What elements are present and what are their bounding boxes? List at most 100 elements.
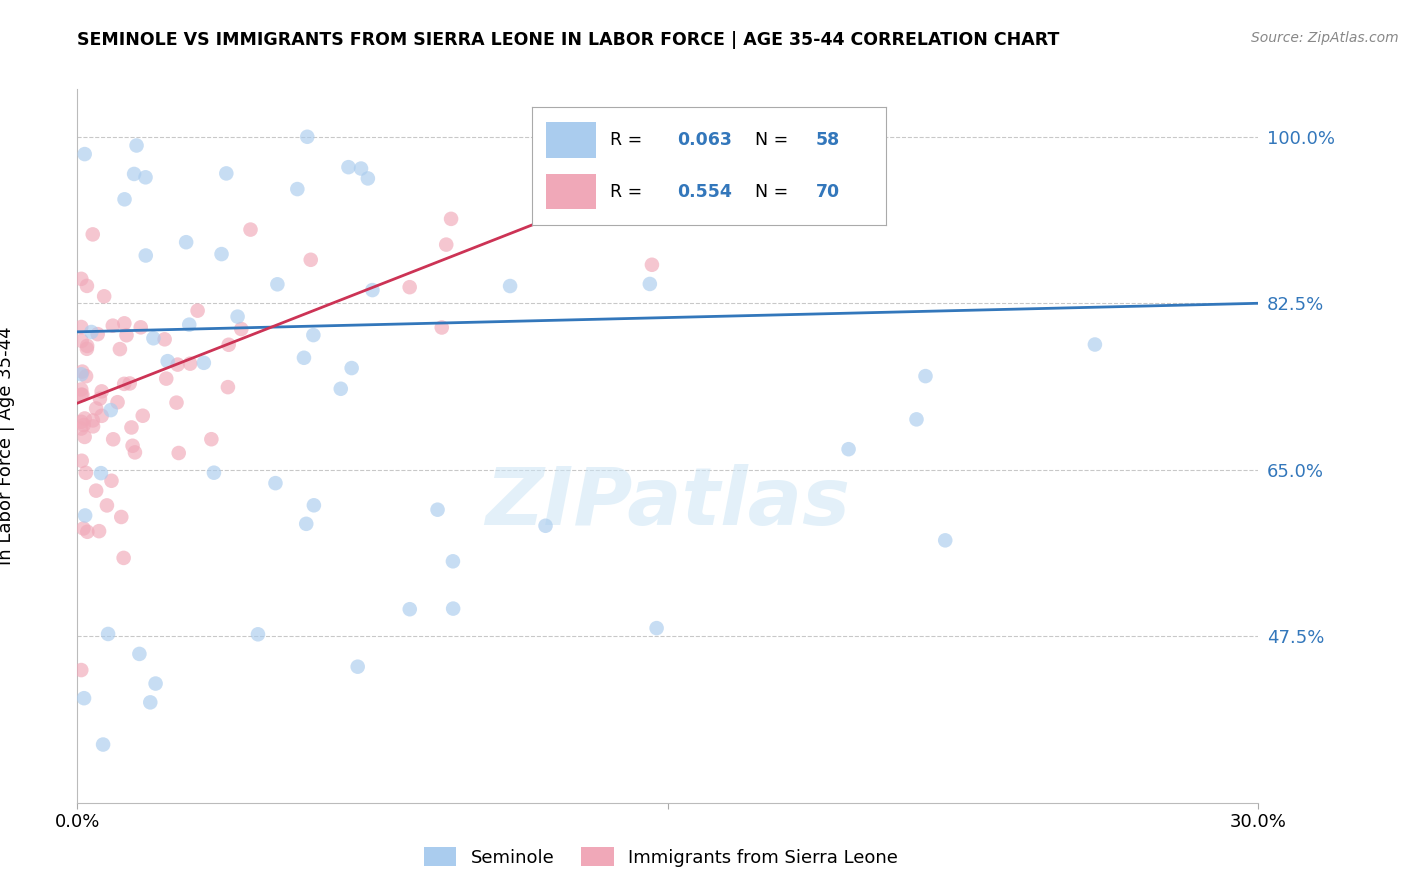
Point	[200, 432, 222, 446]
Point	[187, 303, 209, 318]
Point	[637, 169, 659, 184]
Point	[112, 550, 135, 565]
Point	[398, 602, 420, 616]
Legend: Seminole, Immigrants from Sierra Leone: Seminole, Immigrants from Sierra Leone	[416, 840, 905, 874]
Point	[114, 192, 136, 206]
Point	[76, 524, 98, 539]
Point	[70, 387, 93, 401]
Point	[125, 138, 148, 153]
Point	[91, 738, 114, 752]
Y-axis label: In Labor Force | Age 35-44: In Labor Force | Age 35-44	[0, 326, 15, 566]
Point	[179, 318, 201, 332]
Point	[193, 356, 215, 370]
Point	[89, 392, 111, 406]
Point	[84, 483, 107, 498]
Point	[226, 310, 249, 324]
Point	[122, 167, 145, 181]
Point	[299, 252, 322, 267]
Point	[641, 258, 664, 272]
Point	[499, 279, 522, 293]
Point	[638, 277, 661, 291]
Point	[645, 621, 668, 635]
Point	[441, 601, 464, 615]
Point	[155, 371, 177, 385]
Point	[76, 339, 98, 353]
Point	[112, 316, 135, 330]
Point	[218, 338, 240, 352]
Point	[72, 521, 94, 535]
Point	[82, 227, 104, 242]
Point	[340, 361, 363, 376]
Point	[100, 474, 122, 488]
Point	[70, 663, 93, 677]
Point	[118, 376, 141, 391]
Point	[115, 328, 138, 343]
Point	[285, 182, 308, 196]
Point	[737, 129, 759, 144]
Point	[202, 466, 225, 480]
Point	[440, 211, 463, 226]
Point	[139, 695, 162, 709]
Text: ZIPatlas: ZIPatlas	[485, 464, 851, 542]
Point	[179, 357, 201, 371]
Point	[101, 318, 124, 333]
Text: Source: ZipAtlas.com: Source: ZipAtlas.com	[1251, 31, 1399, 45]
Point	[73, 417, 96, 432]
Point	[346, 659, 368, 673]
Point	[434, 237, 457, 252]
Point	[107, 395, 129, 409]
Point	[82, 413, 104, 427]
Point	[75, 466, 97, 480]
Point	[302, 328, 325, 343]
Point	[156, 354, 179, 368]
Point	[135, 248, 157, 262]
Point	[82, 419, 104, 434]
Point	[72, 388, 94, 402]
Point	[97, 627, 120, 641]
Point	[73, 691, 96, 706]
Point	[905, 412, 928, 426]
Point	[534, 518, 557, 533]
Point	[72, 365, 94, 379]
Point	[70, 415, 93, 429]
Point	[96, 499, 118, 513]
Point	[337, 160, 360, 174]
Point	[84, 401, 107, 416]
Point	[426, 502, 449, 516]
Point	[132, 409, 155, 423]
Point	[75, 369, 97, 384]
Point	[441, 554, 464, 568]
Point	[73, 147, 96, 161]
Point	[838, 442, 860, 457]
Point	[231, 322, 253, 336]
Point	[108, 342, 131, 356]
Point	[430, 320, 453, 334]
Point	[73, 430, 96, 444]
Point	[129, 320, 152, 334]
Point	[142, 331, 165, 345]
Point	[153, 332, 176, 346]
Point	[93, 289, 115, 303]
Point	[723, 183, 745, 197]
Point	[264, 476, 287, 491]
Point	[174, 235, 197, 250]
Point	[561, 111, 583, 125]
Point	[128, 647, 150, 661]
Point	[86, 327, 108, 342]
Point	[101, 432, 124, 446]
Point	[70, 383, 93, 397]
Point	[547, 161, 569, 175]
Point	[166, 358, 188, 372]
Point	[90, 384, 112, 399]
Point	[90, 466, 112, 480]
Point	[246, 627, 269, 641]
Point	[215, 166, 238, 180]
Point	[135, 170, 157, 185]
Point	[70, 421, 93, 435]
Point	[76, 279, 98, 293]
Point	[121, 439, 143, 453]
Point	[70, 368, 93, 382]
Point	[76, 342, 98, 356]
Point	[297, 129, 319, 144]
Point	[302, 498, 325, 512]
